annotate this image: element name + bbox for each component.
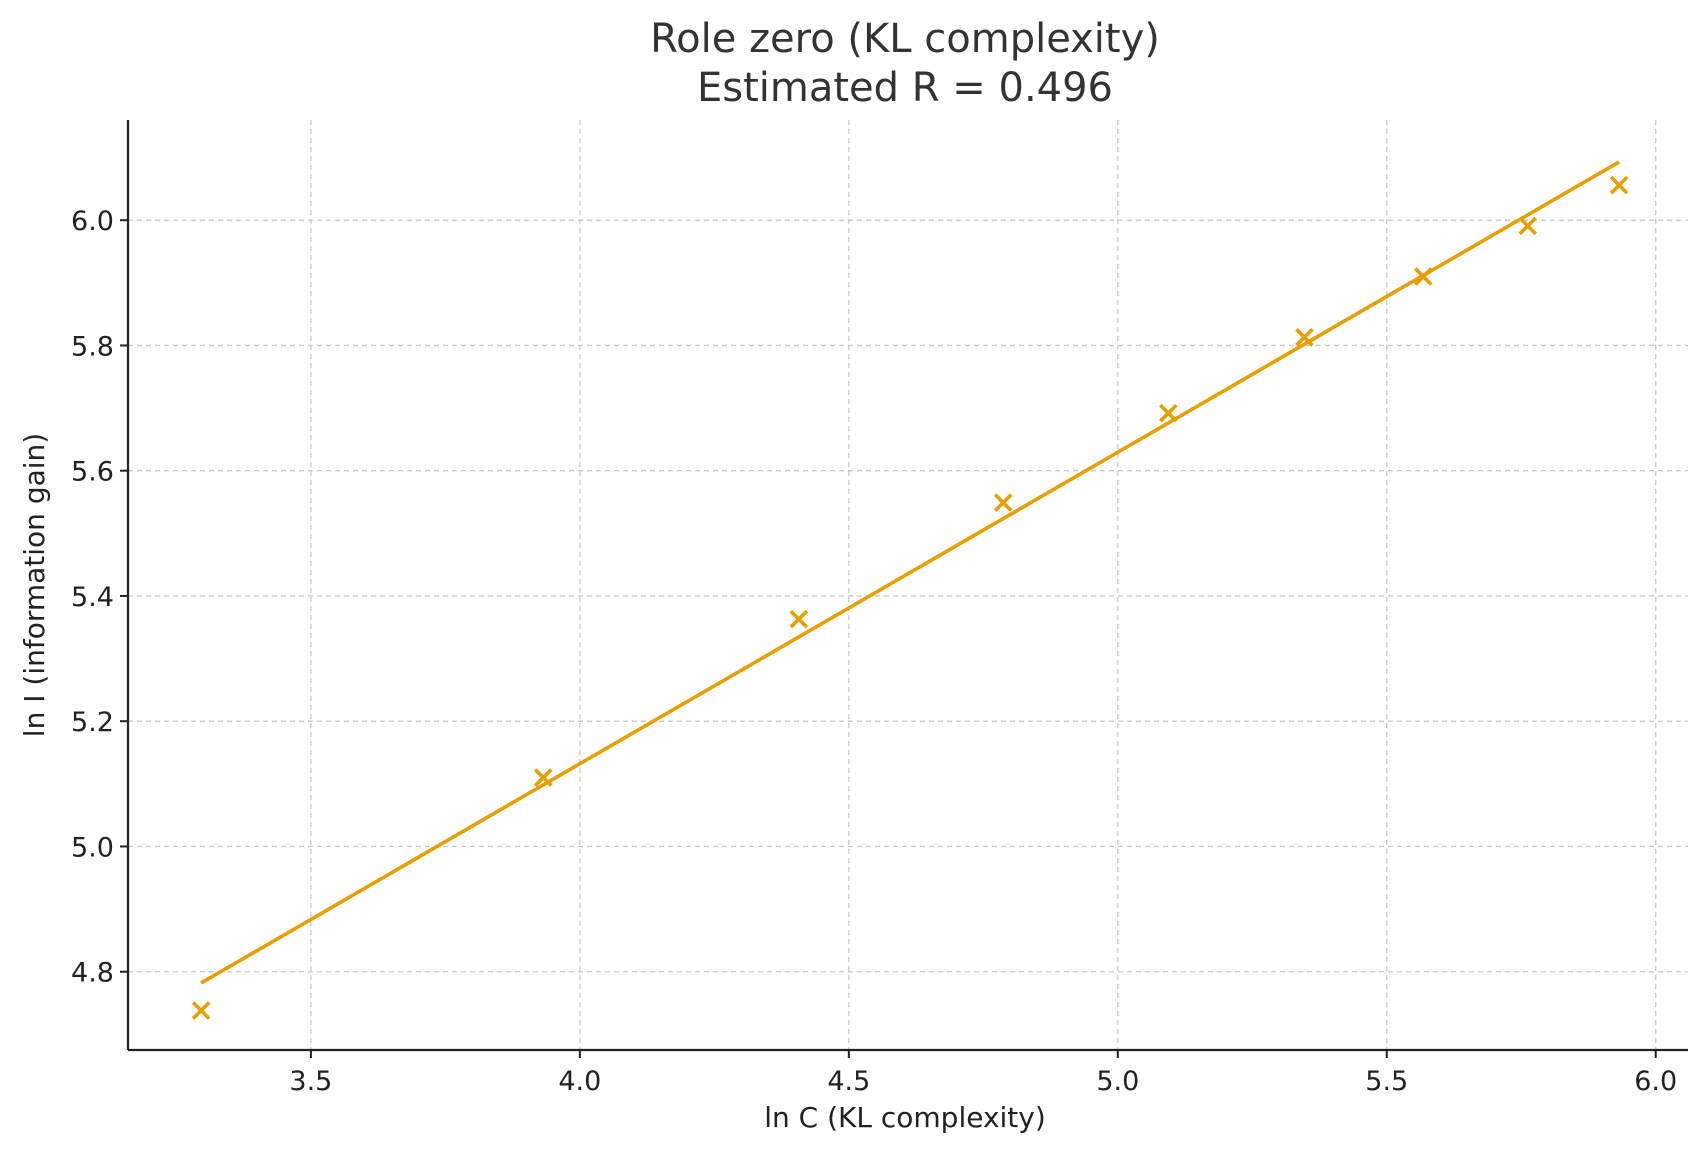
y-axis-label: ln I (information gain) <box>18 433 51 737</box>
x-marker <box>789 609 809 629</box>
x-marker <box>1414 267 1433 286</box>
x-marker <box>993 493 1013 512</box>
y-tick-label: 5.2 <box>71 707 114 738</box>
x-marker <box>1518 216 1537 236</box>
data-points <box>191 175 1629 1020</box>
y-axis-ticks: 4.8 5.0 5.2 5.4 5.6 5.8 6.0 <box>71 206 128 989</box>
data-point <box>1295 328 1314 347</box>
data-point <box>789 609 809 629</box>
x-tick-label: 5.5 <box>1365 1066 1408 1097</box>
data-point <box>1518 216 1537 236</box>
axes <box>126 120 1688 1052</box>
data-point <box>1414 267 1433 286</box>
x-tick-label: 4.0 <box>558 1066 601 1097</box>
x-marker <box>1159 403 1178 423</box>
chart-subtitle: Estimated R = 0.496 <box>697 65 1113 111</box>
y-tick-label: 6.0 <box>71 206 114 237</box>
x-axis-label: ln C (KL complexity) <box>764 1101 1046 1134</box>
data-point <box>191 1001 211 1020</box>
x-tick-label: 6.0 <box>1634 1066 1677 1097</box>
fit-line <box>200 160 1621 985</box>
x-marker <box>191 1001 211 1020</box>
chart-title: Role zero (KL complexity) <box>650 16 1160 62</box>
data-point <box>993 493 1013 512</box>
data-point <box>1159 403 1178 423</box>
data-point <box>534 768 553 787</box>
y-tick-label: 5.8 <box>71 331 114 362</box>
fit-line-group <box>200 160 1621 985</box>
data-point <box>1609 175 1629 195</box>
x-marker <box>1609 175 1629 195</box>
y-tick-label: 5.6 <box>71 457 114 488</box>
x-tick-label: 3.5 <box>289 1066 332 1097</box>
x-axis-ticks: 3.5 4.0 4.5 5.0 5.5 6.0 <box>289 1050 1677 1097</box>
grid <box>128 120 1688 1050</box>
y-tick-label: 5.4 <box>71 582 114 613</box>
x-tick-label: 5.0 <box>1096 1066 1139 1097</box>
y-tick-label: 4.8 <box>71 958 114 989</box>
x-marker <box>534 768 553 787</box>
x-marker <box>1295 328 1314 347</box>
x-tick-label: 4.5 <box>827 1066 870 1097</box>
y-tick-label: 5.0 <box>71 832 114 863</box>
